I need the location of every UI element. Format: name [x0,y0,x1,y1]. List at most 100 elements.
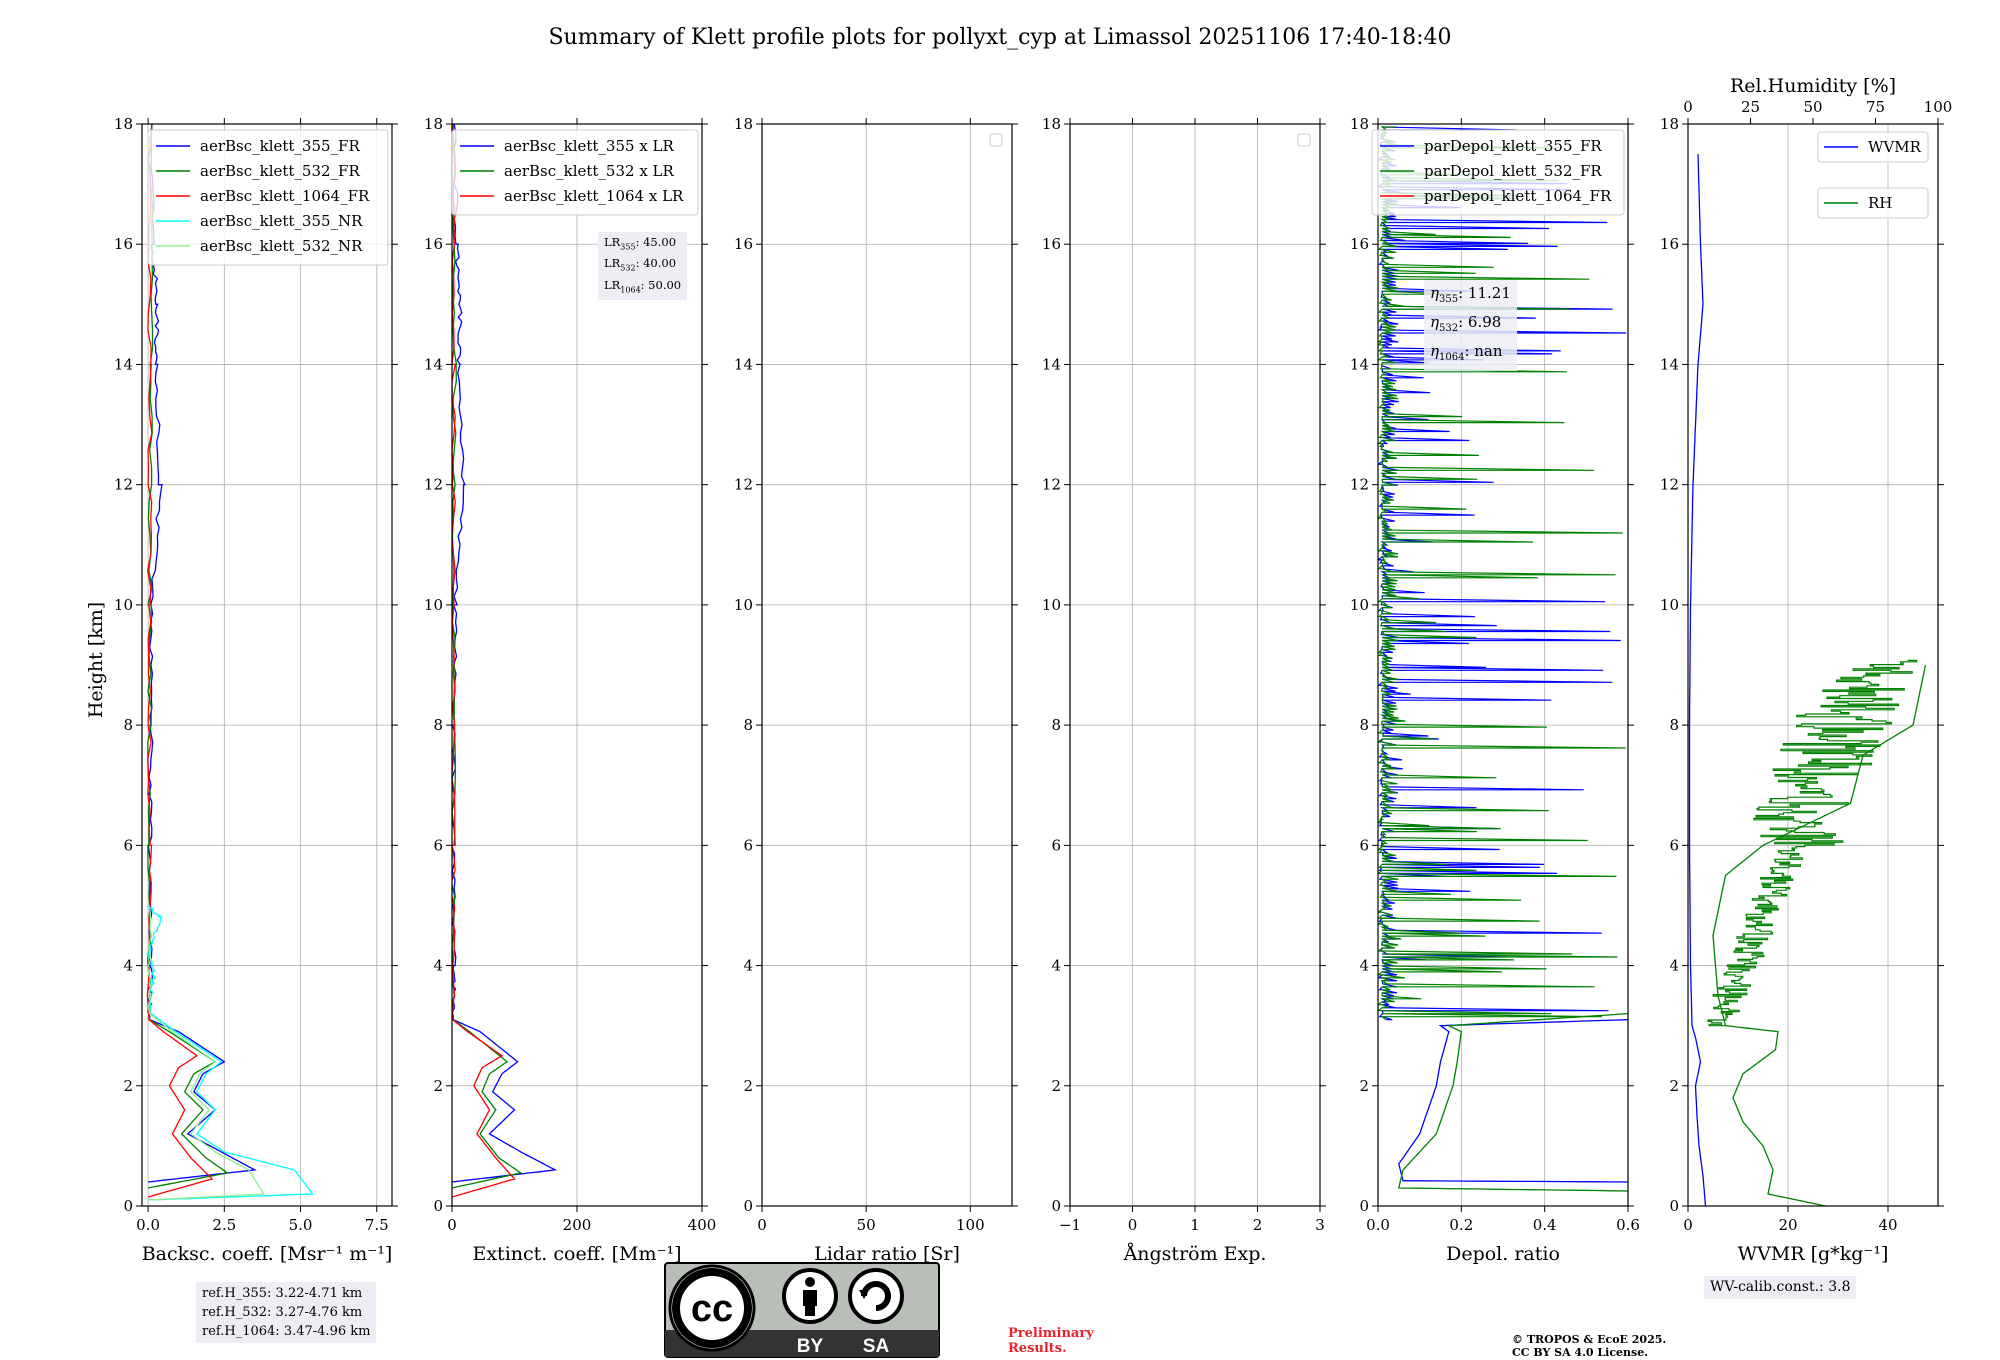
y-tick-label: 16 [734,235,753,253]
series-line-aerBsc_klett_355_NR [145,904,314,1201]
y-tick-label: 6 [1669,836,1679,854]
y-tick-label: 16 [1660,235,1679,253]
legend-label: RH [1868,194,1892,212]
axes-frame [761,123,1013,1207]
axes-frame [1377,123,1629,1207]
legend-label: parDepol_klett_1064_FR [1424,187,1612,205]
y-tick-label: 16 [114,235,133,253]
legend-label: aerBsc_klett_532_NR [200,237,363,255]
cc-sa-label: SA [863,1336,890,1357]
series-line-aerBsc_klett_1064_FR [146,124,214,1198]
legend-label: aerBsc_klett_355 x LR [504,137,675,155]
series-line-aerBsc_klett_355_FR [147,124,257,1183]
y-tick-label: 2 [1669,1077,1679,1095]
legend-label: aerBsc_klett_1064 x LR [504,187,684,205]
legend-label: aerBsc_klett_1064_FR [200,187,370,205]
y-tick-label: 16 [1042,235,1061,253]
top-x-tick-label: 0 [1683,98,1693,116]
y-tick-label: 2 [1051,1077,1061,1095]
legend-box [1371,129,1625,216]
empty-legend [1297,133,1311,147]
y-tick-label: 0 [123,1197,133,1215]
y-tick-label: 18 [424,115,443,133]
eta-box: η355: 11.21 η532: 6.98 η1064: nan [1424,280,1517,371]
x-tick-label: 2 [1253,1216,1263,1234]
x-tick-label: 7.5 [365,1216,389,1234]
y-tick-label: 8 [1051,716,1061,734]
y-tick-label: 18 [734,115,753,133]
x-tick-label: 0.4 [1533,1216,1557,1234]
y-tick-label: 4 [1051,957,1061,975]
x-tick-label: 5.0 [289,1216,313,1234]
series-line-aerBsc_klett_532_NR [147,905,266,1201]
y-tick-label: 10 [734,596,753,614]
eta-355: η355: 11.21 [1430,284,1511,305]
top-x-tick-label: 25 [1741,98,1760,116]
x-axis-label: Lidar ratio [Sr] [814,1243,960,1265]
x-tick-label: 0 [447,1216,457,1234]
panel-extinction: 0 2 4 6 8 10 12 14 16 18 0 200 400 Extinct. coeff. [M… [424,115,716,1265]
y-tick-label: 2 [433,1077,443,1095]
legend-box [1817,131,1929,163]
x-tick-label: 0 [757,1216,767,1234]
y-tick-label: 6 [1359,836,1369,854]
y-tick-label: 0 [1051,1197,1061,1215]
lr-1064: LR1064: 50.00 [604,277,682,294]
x-tick-label: 0.0 [136,1216,160,1234]
axes-frame [141,123,393,1207]
cc-by-sa-icon: cc BY SA [664,1262,940,1358]
x-tick-label: 40 [1878,1216,1897,1234]
wv-calib-box: WV-calib.const.: 3.8 [1704,1276,1857,1299]
x-tick-label: 50 [857,1216,876,1234]
y-tick-label: 10 [1660,596,1679,614]
y-tick-label: 10 [424,596,443,614]
y-tick-label: 6 [123,836,133,854]
lidar-ratio-box: LR355: 45.00 LR532: 40.00 LR1064: 50.00 [598,232,688,300]
y-tick-label: 8 [743,716,753,734]
y-tick-label: 0 [743,1197,753,1215]
x-tick-label: 400 [688,1216,717,1234]
top-x-tick-label: 50 [1803,98,1822,116]
x-tick-label: 2.5 [212,1216,236,1234]
x-tick-label: 0 [1683,1216,1693,1234]
wv-calib-text: WV-calib.const.: 3.8 [1710,1279,1851,1295]
y-tick-label: 10 [1042,596,1061,614]
legend-box [147,129,389,266]
y-tick-label: 16 [424,235,443,253]
preliminary-label: Preliminary Results. [1008,1326,1094,1356]
x-tick-label: 0.2 [1449,1216,1473,1234]
svg-text:cc: cc [691,1288,733,1330]
x-tick-label: 3 [1315,1216,1325,1234]
empty-legend [989,133,1003,147]
ref-h-1064: ref.H_1064: 3.47-4.96 km [202,1324,371,1339]
y-tick-label: 18 [1660,115,1679,133]
y-tick-label: 6 [1051,836,1061,854]
y-tick-label: 2 [1359,1077,1369,1095]
y-tick-label: 8 [123,716,133,734]
series-line-parDepol_klett_532_FR [1397,1012,1628,1192]
y-tick-label: 10 [1350,596,1369,614]
legend-box [451,129,699,216]
top-x-tick-label: 100 [1924,98,1953,116]
panel-depol: 0 2 4 6 8 10 12 14 16 18 0.0 0.2 0.4 0.6 Depol. ratio p… [1350,115,1640,1265]
ref-h-355: ref.H_355: 3.22-4.71 km [202,1286,363,1301]
series-noise-parDepol_klett_532_FR [1378,126,1626,1021]
panel-backscatter: 0 2 4 6 8 10 12 14 16 18 0.0 2.5 5.0 7.5 Backsc. coeff… [114,115,398,1265]
legend-label: WVMR [1868,138,1922,156]
y-tick-label: 4 [743,957,753,975]
lr-532: LR532: 40.00 [604,256,677,273]
y-tick-label: 0 [433,1197,443,1215]
y-tick-label: 12 [734,476,753,494]
x-tick-label: 1 [1190,1216,1200,1234]
series-line-WVMR [1688,154,1707,1206]
series-line-aerBsc_klett_355 x LR [452,124,558,1183]
eta-1064: η1064: nan [1430,342,1503,363]
y-tick-label: 2 [743,1077,753,1095]
x-axis-label: Extinct. coeff. [Mm⁻¹] [472,1243,681,1265]
x-axis-label: Ångström Exp. [1123,1243,1267,1265]
series-noise-RH [1707,659,1918,1027]
y-tick-label: 14 [734,355,753,373]
y-tick-label: 14 [424,355,443,373]
